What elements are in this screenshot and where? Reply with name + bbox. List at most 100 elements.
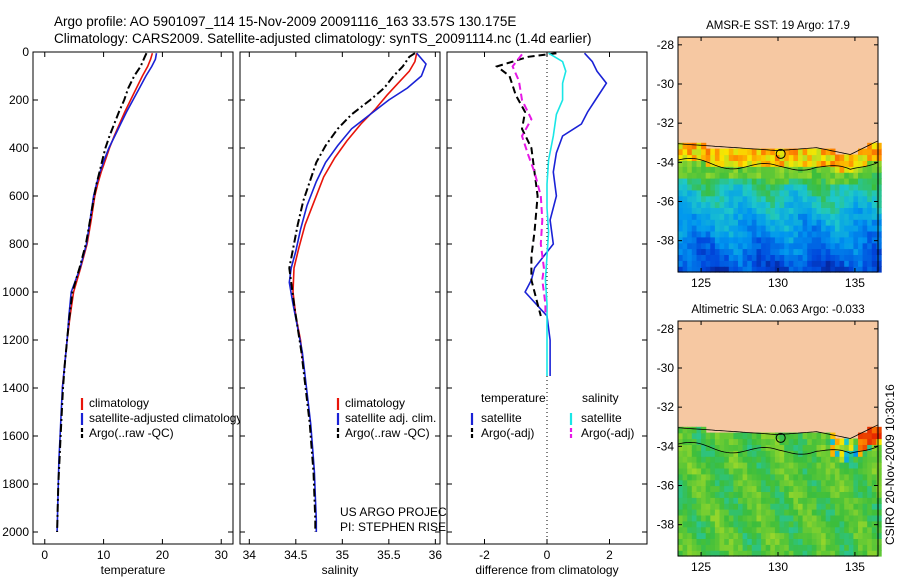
map-cell <box>807 172 813 179</box>
map-cell <box>871 503 877 510</box>
map-cell <box>756 450 762 457</box>
map-cell <box>802 207 808 214</box>
map-cell <box>825 148 831 156</box>
map-cell <box>710 520 716 528</box>
map-cell <box>807 213 813 220</box>
map-cell <box>719 497 725 504</box>
map-cell <box>807 432 813 440</box>
map-cell <box>714 254 721 261</box>
map-cell <box>691 236 697 244</box>
map-cell <box>876 166 882 173</box>
map-cell <box>867 201 873 208</box>
shelf-contour <box>677 157 879 171</box>
map-cell <box>839 172 845 179</box>
map-cell <box>839 248 845 255</box>
map-cell <box>839 526 845 534</box>
map-cell <box>876 456 882 463</box>
map-cell <box>770 526 776 534</box>
y-tick-label: 1600 <box>2 429 29 443</box>
map-cell <box>862 260 868 267</box>
map-cell <box>811 509 817 516</box>
map-cell <box>821 225 827 232</box>
map-cell <box>710 195 716 203</box>
map-cell <box>701 213 707 220</box>
map-cell <box>756 148 762 156</box>
map-cell <box>770 450 776 457</box>
map-cell <box>779 432 785 440</box>
map-cell <box>821 520 827 528</box>
map-cell <box>765 467 771 475</box>
x-tick-label: 20 <box>156 548 170 562</box>
map-cell <box>733 172 739 179</box>
map-cell <box>687 266 693 273</box>
map-cell <box>691 172 697 179</box>
map-cell <box>678 207 684 214</box>
map-cell <box>848 266 854 273</box>
map-cell <box>853 550 859 557</box>
map-cell <box>788 509 794 516</box>
map-cell <box>742 213 748 220</box>
map-cell <box>724 160 730 167</box>
map-cell <box>839 266 845 273</box>
map-cell <box>825 432 831 440</box>
map-cell <box>798 438 804 445</box>
map-cell <box>696 520 702 528</box>
map-cell <box>701 236 707 244</box>
map-cell <box>816 148 822 156</box>
map-cell <box>696 189 702 197</box>
map-cell <box>714 509 721 516</box>
map-cell <box>844 266 850 273</box>
map-cell <box>770 520 776 528</box>
map-cell <box>682 178 688 185</box>
map-cell <box>876 148 882 156</box>
map-cell <box>798 260 804 267</box>
map-cell <box>761 154 767 161</box>
map-cell <box>696 248 702 255</box>
map-cell <box>876 248 882 255</box>
map-cell <box>779 236 785 244</box>
map-cell <box>719 260 725 267</box>
map-cell <box>710 491 716 498</box>
map-cell <box>719 444 725 451</box>
map-cell <box>825 538 831 545</box>
map-cell <box>834 236 841 244</box>
map-cell <box>793 473 799 481</box>
map-cell <box>807 467 813 475</box>
map-cell <box>834 485 841 492</box>
map-cell <box>742 526 748 534</box>
map-cell <box>774 456 781 463</box>
map-cell <box>811 438 817 445</box>
map-cell <box>830 467 836 475</box>
map-cell <box>756 462 762 469</box>
map-cell <box>876 195 882 203</box>
map-cell <box>844 219 850 226</box>
map-cell <box>751 432 757 440</box>
map-cell <box>682 456 688 463</box>
map-cell <box>839 462 845 469</box>
map-cell <box>788 526 794 534</box>
map-cell <box>728 503 734 510</box>
map-cell <box>682 491 688 498</box>
map-cell <box>802 236 808 244</box>
map-cell <box>871 166 877 173</box>
map-cell <box>761 479 767 487</box>
map-cell <box>844 254 850 261</box>
map-cell <box>742 148 748 156</box>
map-cell <box>678 142 684 150</box>
map-cell <box>811 503 817 510</box>
map-cell <box>821 526 827 534</box>
map-cell <box>751 479 757 487</box>
map-cell <box>724 497 730 504</box>
map-cell <box>834 509 841 516</box>
map-cell <box>788 266 794 273</box>
map-cell <box>834 467 841 475</box>
map-cell <box>751 189 757 197</box>
map-cell <box>784 166 790 173</box>
map-cell <box>724 473 730 481</box>
map-cell <box>802 514 808 522</box>
map-cell <box>765 207 771 214</box>
map-cell <box>871 225 877 232</box>
map-cell <box>876 467 882 475</box>
map-cell <box>825 219 831 226</box>
map-cell <box>747 201 753 208</box>
